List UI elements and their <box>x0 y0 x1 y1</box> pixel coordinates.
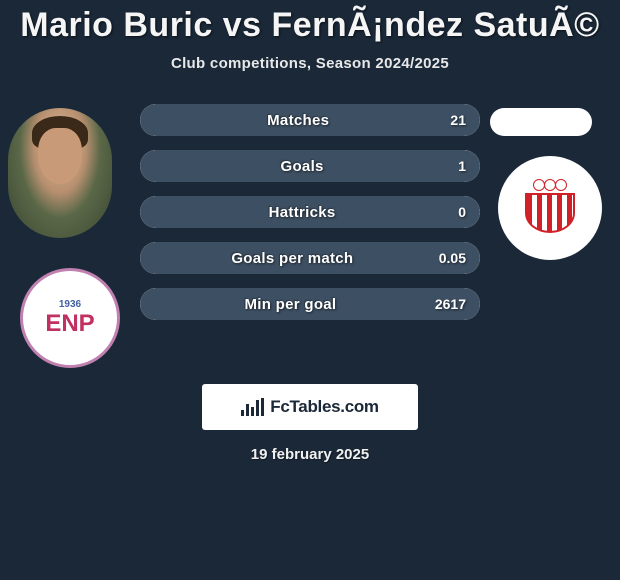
stat-label: Min per goal <box>154 296 427 313</box>
club-left-text: ENP <box>45 310 94 337</box>
bar-chart-icon <box>241 398 264 416</box>
stat-value: 0.05 <box>439 250 466 266</box>
stat-fill: Goals per match 0.05 <box>140 242 480 274</box>
stat-value: 0 <box>458 204 466 220</box>
stat-label: Goals per match <box>154 250 431 267</box>
branding-badge: FcTables.com <box>202 384 418 430</box>
stat-fill: Min per goal 2617 <box>140 288 480 320</box>
stat-label: Goals <box>154 158 450 175</box>
stat-fill: Goals 1 <box>140 150 480 182</box>
stat-row: Hattricks 0 <box>140 196 480 228</box>
stats-bars: Matches 21 Goals 1 Hattricks 0 Goals per match… <box>140 104 480 334</box>
stat-value: 2617 <box>435 296 466 312</box>
stat-row: Goals per match 0.05 <box>140 242 480 274</box>
stat-row: Goals 1 <box>140 150 480 182</box>
stat-label: Matches <box>154 112 442 129</box>
stat-row: Min per goal 2617 <box>140 288 480 320</box>
stat-fill: Hattricks 0 <box>140 196 480 228</box>
player-left-avatar <box>8 108 112 238</box>
comparison-content: 1936 ENP Matches 21 Goals 1 Hattricks 0 Goals … <box>0 100 620 360</box>
stat-label: Hattricks <box>154 204 450 221</box>
season-subtitle: Club competitions, Season 2024/2025 <box>0 55 620 72</box>
player-right-avatar <box>490 108 592 136</box>
club-right-badge <box>498 156 602 260</box>
branding-text: FcTables.com <box>270 397 379 417</box>
stat-value: 21 <box>450 112 466 128</box>
stat-value: 1 <box>458 158 466 174</box>
stat-row: Matches 21 <box>140 104 480 136</box>
club-left-badge: 1936 ENP <box>20 268 120 368</box>
comparison-date: 19 february 2025 <box>0 446 620 463</box>
comparison-title: Mario Buric vs FernÃ¡ndez SatuÃ© <box>0 0 620 45</box>
club-left-year: 1936 <box>45 300 94 310</box>
stat-fill: Matches 21 <box>140 104 480 136</box>
